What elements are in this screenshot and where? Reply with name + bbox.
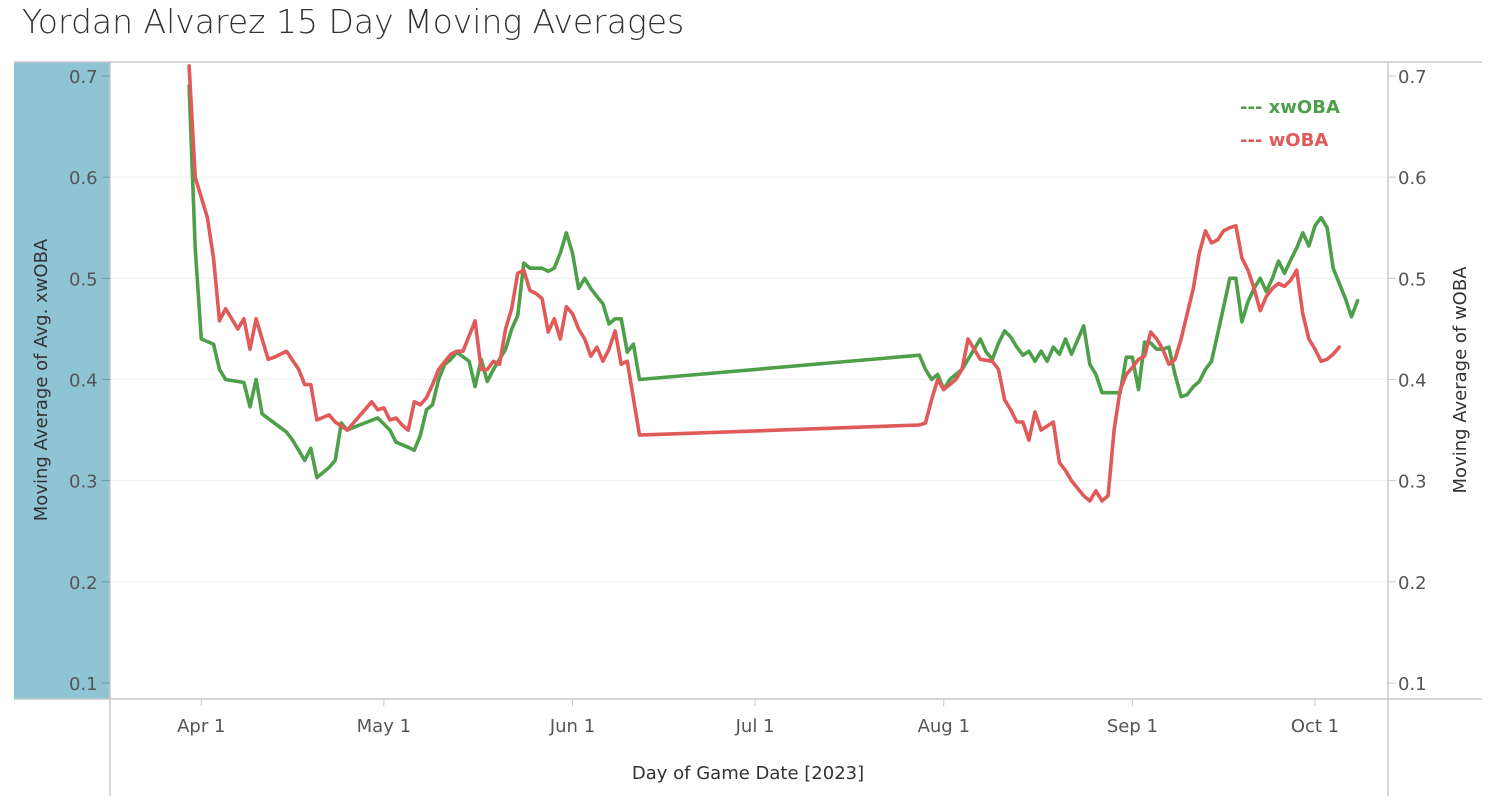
x-tick-label: Aug 1 [918, 716, 970, 737]
x-tick-label: Jun 1 [549, 716, 595, 737]
chart-title: Yordan Alvarez 15 Day Moving Averages [22, 2, 685, 41]
y-axis-title-right: Moving Average of wOBA [1450, 266, 1471, 494]
legend-entry-woba: --- wOBA [1240, 130, 1328, 151]
series-line-xwoba [187, 84, 1360, 480]
left-tick-label: 0.2 [69, 573, 98, 594]
x-tick-label: May 1 [357, 716, 411, 737]
right-tick-label: 0.7 [1398, 67, 1427, 88]
y-axis-title-left: Moving Average of Avg. xwOBA [31, 238, 52, 521]
right-tick-label: 0.4 [1398, 371, 1427, 392]
left-axis-band [14, 62, 110, 699]
left-tick-label: 0.7 [69, 67, 98, 88]
x-axis-title: Day of Game Date [2023] [632, 763, 864, 784]
right-tick-label: 0.1 [1398, 674, 1427, 695]
left-tick-label: 0.5 [69, 269, 98, 290]
left-tick-label: 0.1 [69, 674, 98, 695]
left-y-ticks: 0.7 0.6 0.5 0.4 0.3 0.2 0.1 [69, 67, 110, 695]
right-tick-label: 0.5 [1398, 269, 1427, 290]
left-tick-label: 0.4 [69, 371, 98, 392]
legend-entry-xwoba: --- xwOBA [1240, 97, 1340, 118]
x-ticks: Apr 1 May 1 Jun 1 Jul 1 Aug 1 Sep 1 Oct 1 [177, 699, 1339, 737]
series-line-woba [187, 64, 1342, 503]
left-tick-label: 0.3 [69, 472, 98, 493]
x-tick-label: Oct 1 [1291, 716, 1339, 737]
right-tick-label: 0.2 [1398, 573, 1427, 594]
right-tick-label: 0.6 [1398, 168, 1427, 189]
series-lines [187, 64, 1360, 503]
right-y-ticks: 0.7 0.6 0.5 0.4 0.3 0.2 0.1 [1388, 67, 1427, 695]
axes [14, 61, 1482, 796]
left-tick-label: 0.6 [69, 168, 98, 189]
x-tick-label: Apr 1 [177, 716, 225, 737]
x-tick-label: Sep 1 [1107, 716, 1158, 737]
x-tick-label: Jul 1 [735, 716, 775, 737]
right-tick-label: 0.3 [1398, 472, 1427, 493]
